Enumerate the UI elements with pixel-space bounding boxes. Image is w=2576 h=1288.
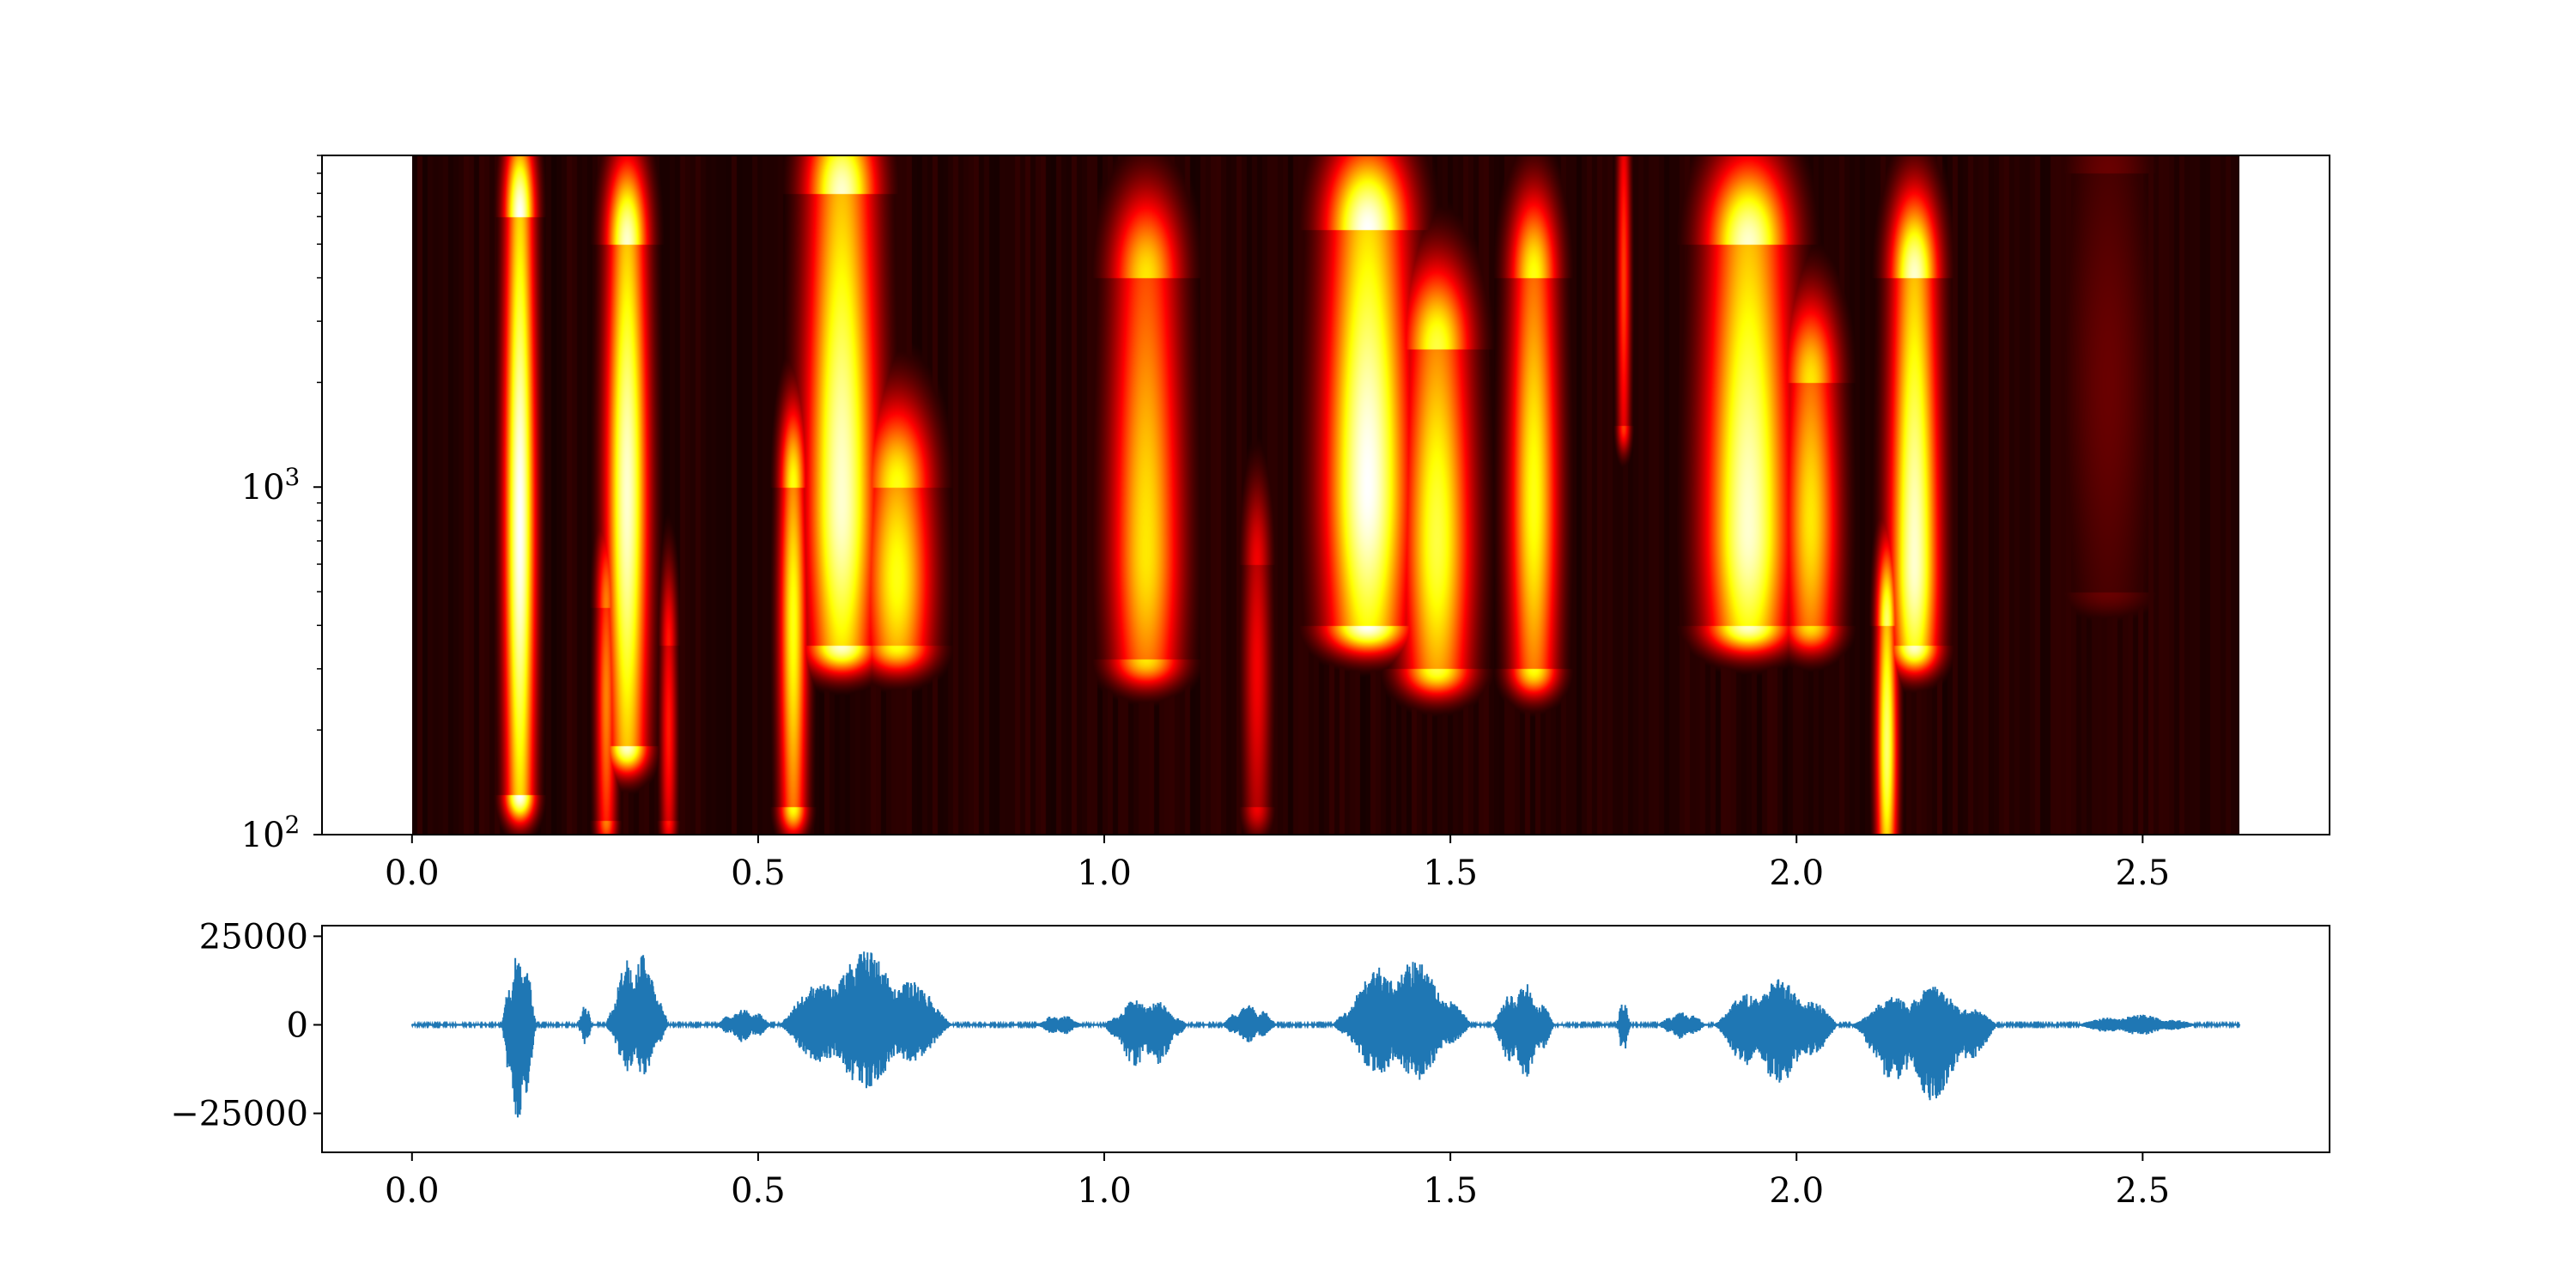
x-tick-label: 0.5 <box>731 1171 786 1211</box>
x-tick-label: 1.0 <box>1077 1171 1132 1211</box>
spectrogram-image <box>411 155 2239 835</box>
y-tick-label: −25000 <box>170 1095 308 1134</box>
x-tick-label: 1.5 <box>1423 854 1478 893</box>
waveform-y-axis: 25000 0 −25000 <box>170 917 322 1134</box>
x-tick-label: 2.0 <box>1769 1171 1824 1211</box>
y-tick-label: 0 <box>287 1006 308 1046</box>
y-tick-label: 25000 <box>199 917 308 957</box>
waveform-line <box>410 951 2241 1118</box>
x-tick-label: 1.5 <box>1423 1171 1478 1211</box>
x-tick-label: 2.5 <box>2116 1171 2171 1211</box>
x-tick-label: 2.0 <box>1769 854 1824 893</box>
waveform-axes: 0.0 0.5 1.0 1.5 2.0 2.5 25000 0 −25000 <box>170 917 2330 1211</box>
spectrogram-axes: 0.0 0.5 1.0 1.5 2.0 2.5 102 103 <box>241 155 2330 893</box>
x-tick-label: 0.0 <box>385 854 440 893</box>
y-tick-label: 102 <box>241 811 301 855</box>
spectrogram-frame <box>321 155 2330 835</box>
x-tick-label: 2.5 <box>2116 854 2171 893</box>
x-tick-label: 0.0 <box>385 1171 440 1211</box>
x-tick-label: 1.0 <box>1077 854 1132 893</box>
waveform-x-axis: 0.0 0.5 1.0 1.5 2.0 2.5 <box>385 1152 2170 1211</box>
spectrogram-x-axis: 0.0 0.5 1.0 1.5 2.0 2.5 <box>385 835 2170 893</box>
waveform-frame <box>321 925 2330 1153</box>
y-tick-label: 103 <box>241 463 301 507</box>
spectrogram-y-axis: 102 103 <box>241 155 322 855</box>
x-tick-label: 0.5 <box>731 854 786 893</box>
